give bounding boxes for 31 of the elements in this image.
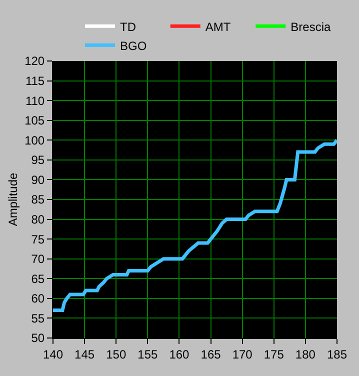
y-tick-label: 80 <box>31 212 45 226</box>
y-tick-label: 75 <box>31 232 45 246</box>
y-tick-label: 65 <box>31 272 45 286</box>
x-tick-label: 145 <box>74 347 95 362</box>
y-tick-label: 50 <box>31 331 45 346</box>
y-tick-label: 105 <box>24 114 45 128</box>
y-tick-label: 85 <box>31 192 45 207</box>
legend-label: Brescia <box>290 20 332 34</box>
y-tick-label: 55 <box>31 311 45 326</box>
line-series <box>53 138 337 312</box>
y-tick-label: 120 <box>24 54 45 68</box>
x-tick-label: 150 <box>106 347 126 362</box>
y-tick-label: 115 <box>25 74 45 88</box>
legend-label: AMT <box>205 20 232 34</box>
x-tick-label: 180 <box>295 347 316 362</box>
x-tick-label: 175 <box>264 347 284 362</box>
y-tick-label: 60 <box>31 292 45 306</box>
x-tick-label: 140 <box>42 347 64 362</box>
y-tick-label: 110 <box>25 94 45 108</box>
y-tick-label: 95 <box>31 153 45 168</box>
y-axis-title: Amplitude <box>6 172 20 226</box>
y-tick-label: 70 <box>31 252 45 266</box>
x-tick-label: 170 <box>232 347 253 362</box>
x-tick-label: 160 <box>169 347 190 362</box>
y-tick-label: 90 <box>31 172 45 187</box>
x-tick-label: 155 <box>138 347 158 362</box>
legend-label: BGO <box>120 38 147 53</box>
x-tick-label: 165 <box>200 347 222 362</box>
y-tick-label: 100 <box>24 133 45 148</box>
legend-label: TD <box>120 20 136 34</box>
x-tick-label: 185 <box>326 347 348 362</box>
